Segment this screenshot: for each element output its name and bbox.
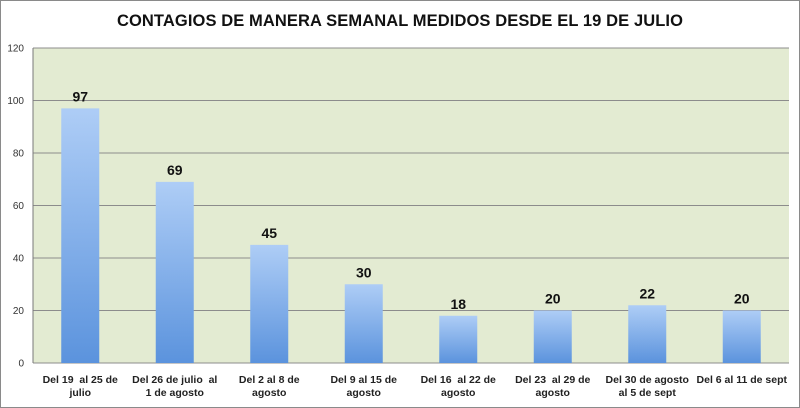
y-tick-label: 40 — [13, 254, 25, 265]
bar — [628, 305, 667, 363]
bar — [722, 310, 761, 363]
data-label: 69 — [167, 162, 183, 178]
bar — [155, 181, 194, 363]
y-tick-label: 60 — [13, 201, 25, 212]
x-category-label: Del 30 de agosto al 5 de sept — [606, 374, 689, 399]
y-tick-label: 100 — [7, 96, 24, 107]
x-category-label: Del 23 al 29 de agosto — [515, 374, 590, 399]
y-tick-label: 0 — [18, 359, 24, 370]
data-label: 20 — [545, 291, 561, 307]
chart-title: CONTAGIOS DE MANERA SEMANAL MEDIDOS DESD… — [116, 12, 684, 30]
bar — [250, 244, 289, 363]
x-category-label: Del 26 de julio al 1 de agosto — [132, 374, 217, 399]
x-category-label: Del 9 al 15 de agosto — [330, 374, 397, 399]
bar — [533, 310, 572, 363]
data-label: 22 — [639, 285, 655, 301]
x-category-label: Del 6 al 11 de sept — [697, 374, 788, 386]
data-label: 20 — [734, 291, 750, 307]
data-label: 30 — [356, 264, 372, 280]
x-category-label: Del 19 al 25 de julio — [43, 374, 118, 399]
bar — [61, 108, 100, 363]
y-tick-label: 80 — [13, 149, 25, 160]
x-category-label: Del 16 al 22 de agosto — [421, 374, 496, 399]
bar — [344, 284, 383, 363]
bar — [439, 315, 478, 363]
data-label: 45 — [261, 225, 277, 241]
y-tick-label: 20 — [13, 306, 25, 317]
x-category-label: Del 2 al 8 de agosto — [239, 374, 300, 399]
data-label: 97 — [72, 88, 88, 104]
data-label: 18 — [450, 296, 466, 312]
y-tick-label: 120 — [7, 44, 24, 55]
